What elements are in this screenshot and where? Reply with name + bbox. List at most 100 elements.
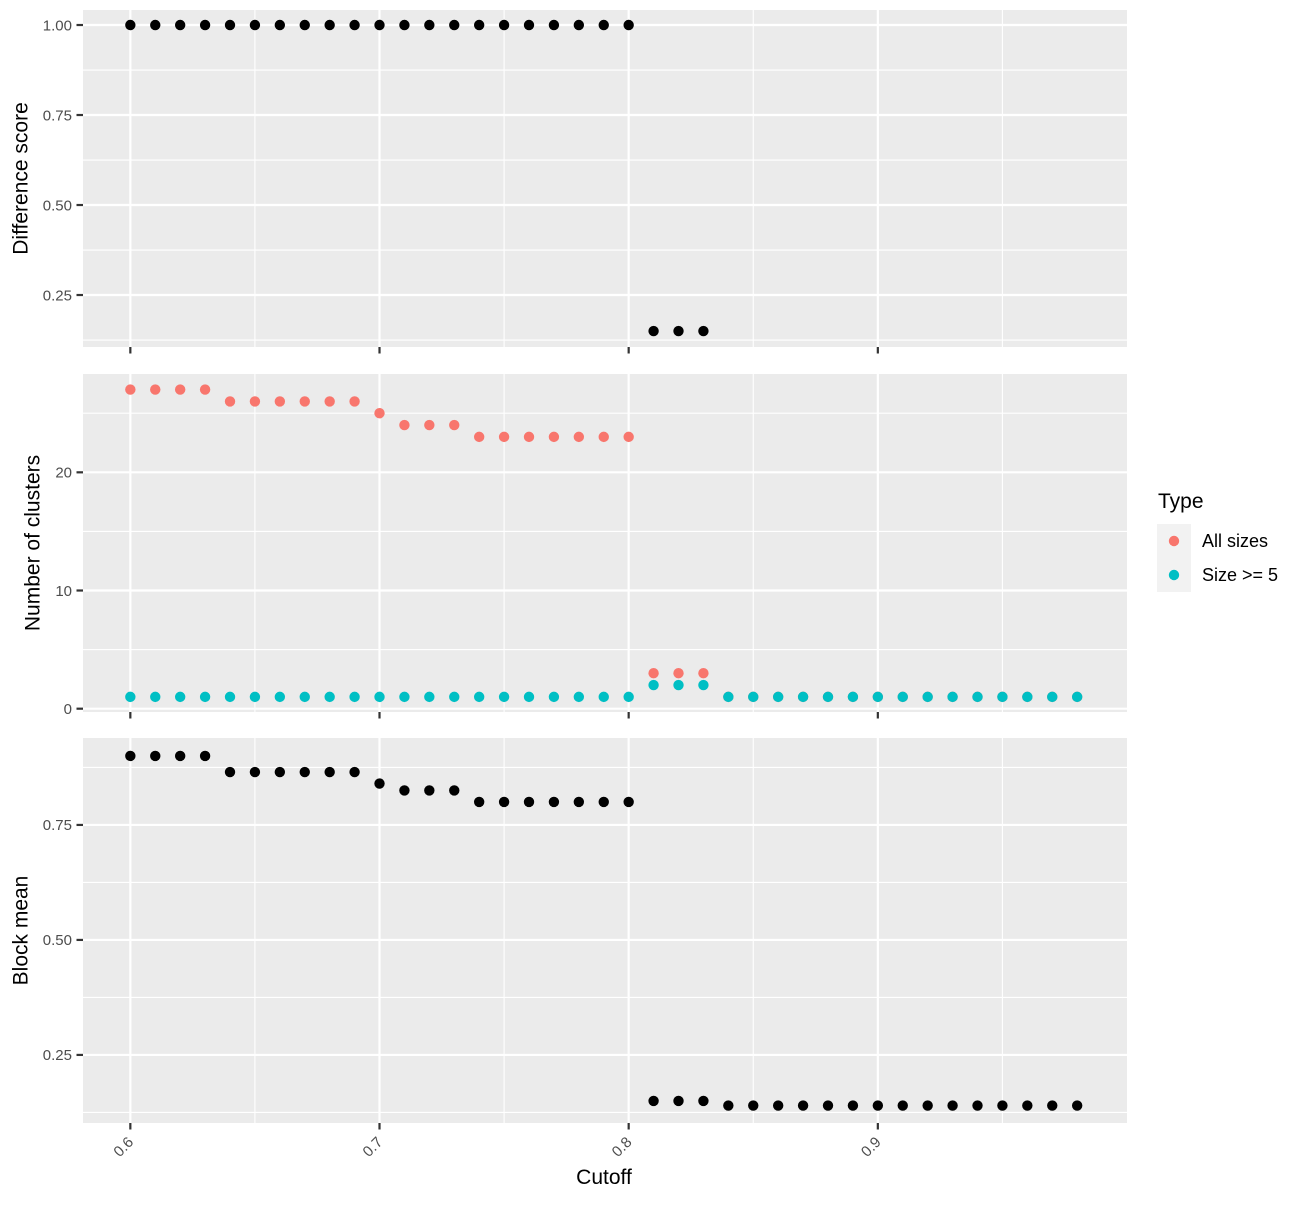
data-point-block-mean [349,766,360,778]
data-point-block-mean [598,796,609,808]
data-point-difference-score [548,19,560,31]
data-point-size-5 [947,691,958,703]
data-point-block-mean [847,1100,859,1111]
data-point-block-mean [424,785,435,796]
data-point-size-5 [1022,691,1033,703]
data-point-block-mean [174,750,186,762]
data-point-difference-score [224,19,236,31]
data-point-size-5 [274,691,286,703]
data-point-block-mean [224,766,236,778]
data-point-all-sizes [648,668,659,679]
data-point-size-5 [922,691,933,703]
data-point-difference-score [673,325,684,337]
data-point-difference-score [274,19,286,31]
data-point-block-mean [473,796,485,808]
legend-label-size-ge-5: Size >= 5 [1202,565,1278,585]
data-point-difference-score [648,325,659,337]
data-point-size-5 [548,691,560,703]
data-point-size-5 [174,691,186,703]
data-point-difference-score [299,19,310,31]
data-point-all-sizes [349,396,360,407]
data-point-block-mean [897,1100,908,1111]
data-point-block-mean [324,766,335,778]
data-point-all-sizes [424,419,435,431]
data-point-block-mean [374,778,385,789]
data-point-block-mean [772,1100,784,1111]
data-point-block-mean [523,796,535,808]
data-point-size-5 [847,691,859,703]
data-point-block-mean [922,1100,933,1111]
panel-2-number-of-clusters [83,374,1127,712]
data-point-size-5 [498,691,510,703]
data-point-all-sizes [698,668,709,679]
data-point-difference-score [573,19,585,31]
data-point-all-sizes [324,396,335,407]
data-point-all-sizes [623,431,634,443]
data-point-difference-score [349,19,360,31]
data-point-block-mean [1071,1100,1083,1111]
data-point-size-5 [797,691,809,703]
y-axis-title-difference-score: Difference score [10,102,33,255]
data-point-size-5 [399,691,410,703]
data-point-all-sizes [449,419,460,431]
legend-dot-size-ge-5-icon [1168,569,1180,581]
data-point-all-sizes [125,384,136,395]
data-point-block-mean [573,796,585,808]
data-point-all-sizes [174,384,186,395]
y-tick-label: 1.00 [43,17,72,34]
data-point-size-5 [897,691,908,703]
data-point-size-5 [573,691,585,703]
data-point-block-mean [723,1100,734,1111]
data-point-difference-score [623,19,634,31]
data-point-all-sizes [473,431,485,443]
data-point-difference-score [399,19,410,31]
data-point-size-5 [673,679,684,691]
data-point-size-5 [723,691,734,703]
data-point-all-sizes [150,384,161,395]
data-point-block-mean [872,1100,884,1111]
data-point-size-5 [224,691,236,703]
data-point-size-5 [598,691,609,703]
data-point-difference-score [249,19,261,31]
data-point-all-sizes [598,431,609,443]
data-point-size-5 [374,691,385,703]
data-point-difference-score [498,19,510,31]
legend-title: Type [1158,490,1204,513]
data-point-all-sizes [573,431,585,443]
data-point-block-mean [150,750,161,762]
data-point-size-5 [698,679,709,691]
y-tick-label: 0 [64,701,72,718]
data-point-block-mean [997,1100,1008,1111]
data-point-difference-score [324,19,335,31]
data-point-size-5 [1047,691,1058,703]
data-point-block-mean [299,766,310,778]
data-point-block-mean [698,1095,709,1107]
data-point-block-mean [249,766,261,778]
data-point-difference-score [174,19,186,31]
panels-layer [83,10,1127,1123]
data-point-all-sizes [498,431,510,443]
data-point-block-mean [1047,1100,1058,1111]
data-point-block-mean [199,750,211,762]
data-point-size-5 [623,691,634,703]
data-point-difference-score [473,19,485,31]
data-point-size-5 [324,691,335,703]
data-point-size-5 [349,691,360,703]
data-point-size-5 [972,691,983,703]
y-axis-title-block-mean: Block mean [10,876,33,986]
data-point-size-5 [648,679,659,691]
panel-2-background [83,374,1127,712]
data-point-difference-score [598,19,609,31]
y-tick-label: 20 [55,465,72,482]
legend: Type All sizes Size >= 5 [1157,490,1278,592]
y-tick-label: 0.75 [43,107,72,124]
y-tick-label: 0.50 [43,197,72,214]
data-point-block-mean [274,766,286,778]
panel-3-block-mean [83,738,1127,1123]
data-point-size-5 [822,691,834,703]
panel-3-background [83,738,1127,1123]
y-tick-label: 0.50 [43,932,72,949]
data-point-all-sizes [548,431,560,443]
